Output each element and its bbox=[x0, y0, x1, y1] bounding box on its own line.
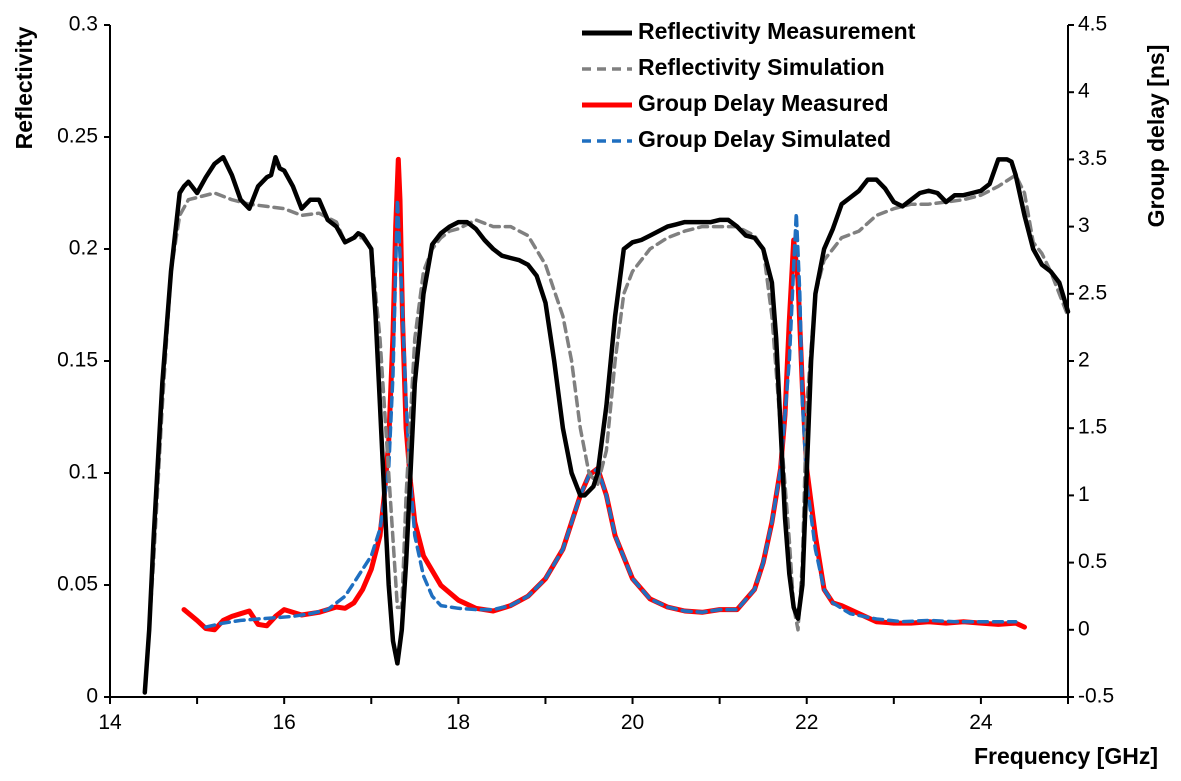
x-tick-label: 22 bbox=[795, 711, 818, 734]
y2-tick-label: 1 bbox=[1078, 483, 1090, 506]
legend: Reflectivity Measurement Reflectivity Sim… bbox=[582, 18, 916, 152]
x-tick-label: 16 bbox=[273, 711, 296, 734]
y2-tick-label: 3 bbox=[1078, 214, 1090, 237]
series-line-group-delay-measured bbox=[181, 156, 1027, 633]
y2-tick-label: 2 bbox=[1078, 349, 1090, 372]
axes-layer: 0 0.05 0.1 0.15 0.2 0.25 0.3 -0.5 0 0.5 1 1.5 2 2.5 3 3… bbox=[57, 13, 1114, 734]
y2-tick-label: 0 bbox=[1078, 617, 1090, 640]
y2-tick-label: 0.5 bbox=[1078, 550, 1107, 573]
y-tick-label: 0.25 bbox=[57, 125, 98, 148]
y2-tick-label: -0.5 bbox=[1078, 685, 1114, 708]
series-layer bbox=[142, 154, 1071, 695]
legend-label: Reflectivity Measurement bbox=[638, 18, 916, 44]
y2-tick-label: 2.5 bbox=[1078, 281, 1107, 304]
x-tick-label: 18 bbox=[447, 711, 470, 734]
y2-tick-label: 1.5 bbox=[1078, 416, 1107, 439]
legend-label: Group Delay Measured bbox=[638, 90, 889, 116]
y-axis-label: Reflectivity bbox=[11, 26, 37, 149]
y-tick-label: 0.1 bbox=[69, 461, 98, 484]
y-tick-label: 0.05 bbox=[57, 573, 98, 596]
y-tick-label: 0.2 bbox=[69, 237, 98, 260]
y-tick-label: 0.15 bbox=[57, 349, 98, 372]
legend-label: Reflectivity Simulation bbox=[638, 54, 885, 80]
legend-label: Group Delay Simulated bbox=[638, 126, 891, 152]
series-line-reflectivity-simulation bbox=[143, 173, 1070, 695]
y-tick-label: 0 bbox=[86, 685, 98, 708]
series-line-reflectivity-measurement bbox=[142, 154, 1071, 695]
x-tick-label: 14 bbox=[98, 711, 122, 734]
y2-tick-label: 3.5 bbox=[1078, 147, 1107, 170]
x-axis-label: Frequency [GHz] bbox=[974, 743, 1158, 769]
y2-tick-label: 4.5 bbox=[1078, 13, 1107, 36]
y2-axis-label: Group delay [ns] bbox=[1143, 45, 1169, 228]
y2-tick-label: 4 bbox=[1078, 80, 1090, 103]
x-tick-label: 20 bbox=[621, 711, 644, 734]
x-tick-label: 24 bbox=[969, 711, 993, 734]
y-tick-label: 0.3 bbox=[69, 13, 98, 36]
